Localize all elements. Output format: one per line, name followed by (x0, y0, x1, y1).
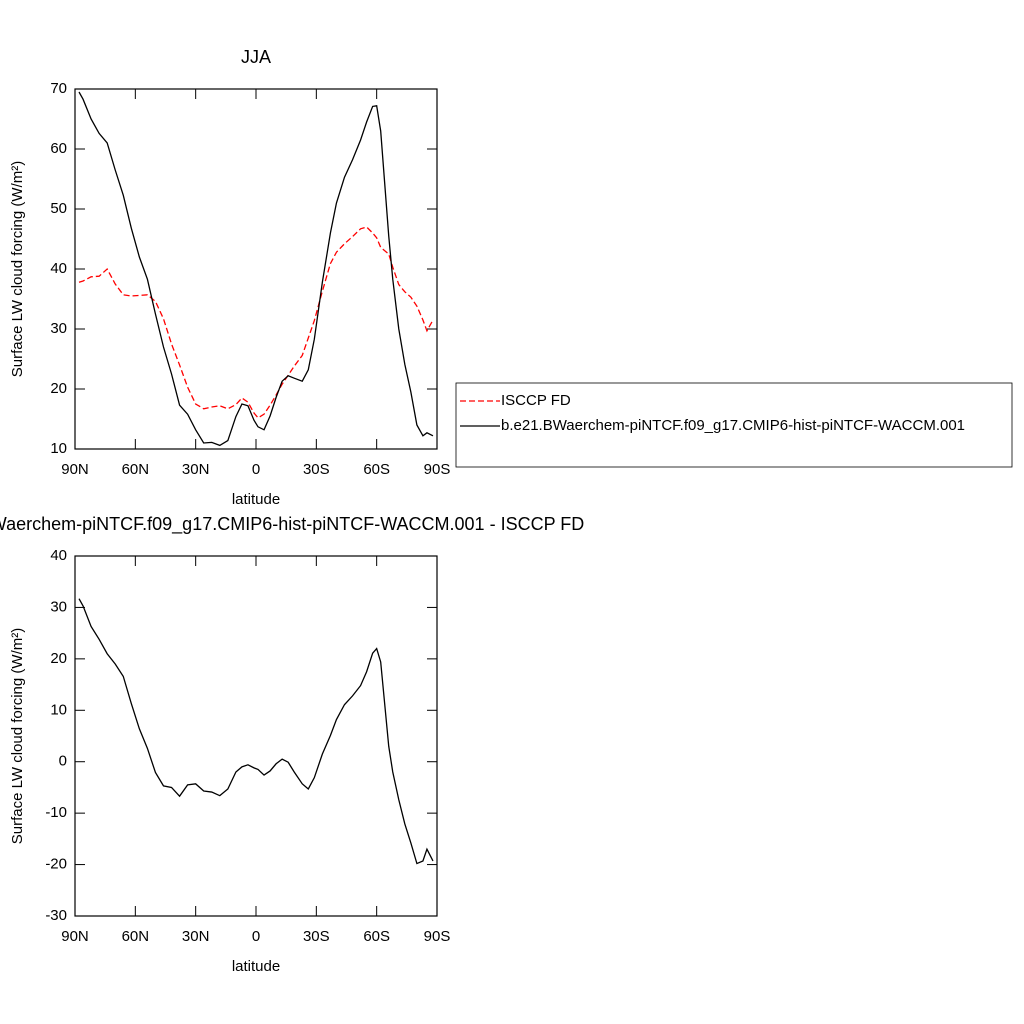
legend-label: ISCCP FD (501, 392, 571, 409)
y-tick-label: 40 (50, 547, 67, 564)
y-tick-label: 10 (50, 440, 67, 457)
y-tick-label: 20 (50, 380, 67, 397)
y-axis-label: Surface LW cloud forcing (W/m²) (9, 628, 26, 844)
y-tick-label: 30 (50, 320, 67, 337)
y-tick-label: 60 (50, 140, 67, 157)
x-tick-label: 30S (303, 928, 330, 945)
x-tick-label: 30N (182, 928, 210, 945)
x-tick-label: 60N (122, 461, 150, 478)
chart-title: b.e21.BWaerchem-piNTCF.f09_g17.CMIP6-his… (0, 514, 584, 535)
y-tick-label: -20 (45, 856, 67, 873)
y-tick-label: -10 (45, 804, 67, 821)
x-tick-label: 90S (424, 928, 451, 945)
chart-title: JJA (241, 47, 271, 67)
y-tick-label: 0 (59, 753, 67, 770)
x-tick-label: 90S (424, 461, 451, 478)
x-tick-label: 0 (252, 461, 260, 478)
legend-box (455, 382, 1013, 468)
y-tick-label: 40 (50, 260, 67, 277)
y-axis-label: Surface LW cloud forcing (W/m²) (9, 161, 26, 377)
x-axis-label: latitude (232, 958, 280, 975)
y-tick-label: 10 (50, 701, 67, 718)
data-line (78, 226, 434, 419)
x-tick-label: 60S (363, 928, 390, 945)
data-line (78, 91, 434, 447)
y-tick-label: 30 (50, 598, 67, 615)
plot-frame (74, 555, 438, 917)
x-tick-label: 30N (182, 461, 210, 478)
x-tick-label: 90N (61, 461, 89, 478)
x-axis-label: latitude (232, 491, 280, 508)
x-tick-label: 60S (363, 461, 390, 478)
x-tick-label: 30S (303, 461, 330, 478)
x-tick-label: 90N (61, 928, 89, 945)
legend-label: b.e21.BWaerchem-piNTCF.f09_g17.CMIP6-his… (501, 417, 965, 434)
y-tick-label: -30 (45, 907, 67, 924)
y-tick-label: 20 (50, 650, 67, 667)
x-tick-label: 0 (252, 928, 260, 945)
y-tick-label: 70 (50, 80, 67, 97)
x-tick-label: 60N (122, 928, 150, 945)
data-line (78, 598, 434, 865)
y-tick-label: 50 (50, 200, 67, 217)
plot-frame (74, 88, 438, 450)
